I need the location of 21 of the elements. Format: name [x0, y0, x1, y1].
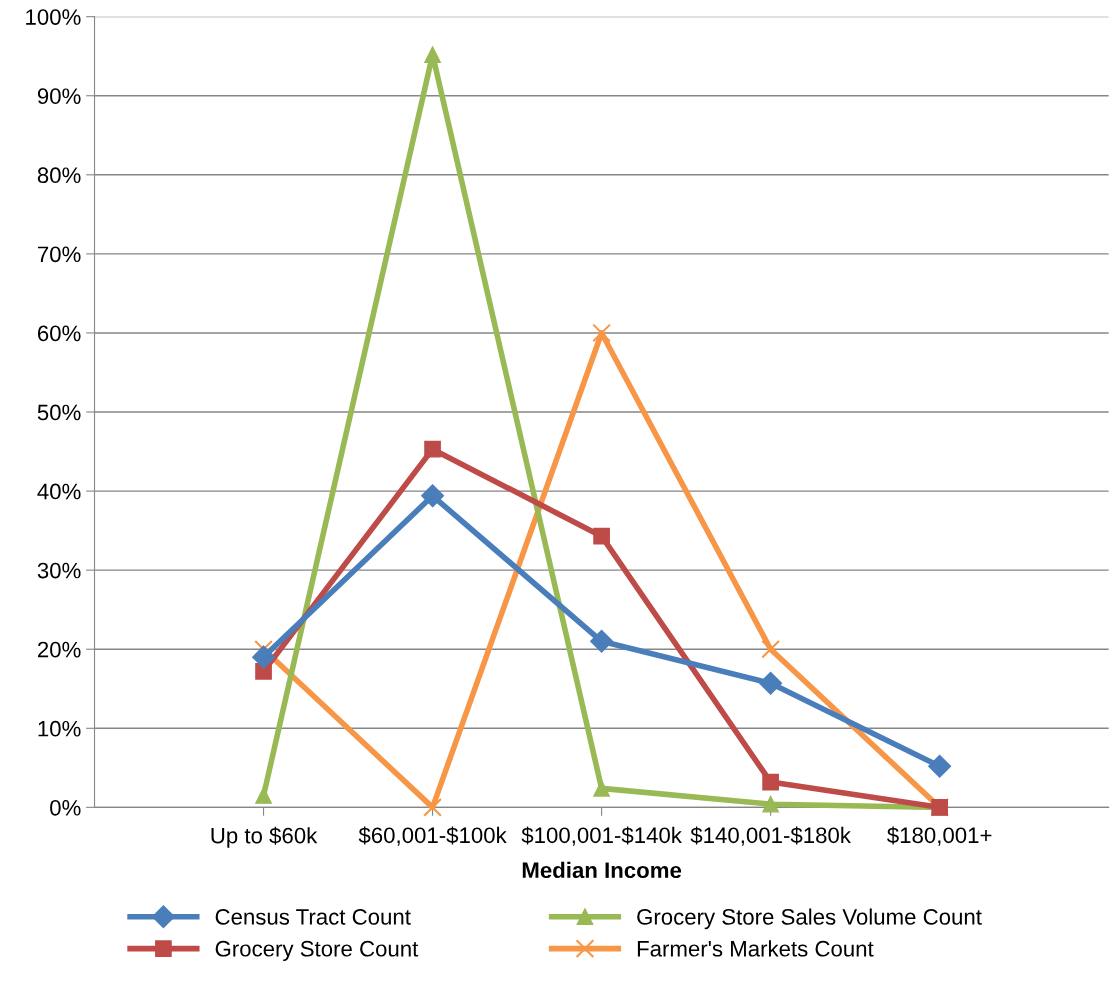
y-tick-label: 60%: [37, 325, 81, 342]
legend-label: Census Tract Count: [215, 909, 411, 925]
y-tick-label: 0%: [50, 799, 81, 816]
x-tick-label: $100,001-$140k: [521, 826, 682, 846]
legend-label: Grocery Store Sales Volume Count: [637, 908, 982, 930]
x-tick-label: $180,001+: [887, 826, 992, 846]
y-tick-label: 100%: [26, 9, 81, 25]
x-tick-label: $60,001-$100k: [358, 826, 507, 846]
legend-label: Grocery Store Count: [215, 940, 419, 961]
y-tick-label: 30%: [37, 562, 81, 579]
legend-label: Farmer's Markets Count: [637, 940, 874, 957]
x-tick-label: $140,001-$180k: [690, 826, 851, 846]
y-tick-label: 10%: [38, 720, 81, 737]
x-tick-label: Up to $60k: [211, 826, 318, 848]
x-axis-title: Median Income: [522, 861, 682, 879]
y-tick-label: 90%: [37, 88, 81, 105]
y-tick-label: 70%: [37, 246, 81, 263]
y-tick-label: 50%: [37, 404, 81, 421]
y-tick-label: 40%: [37, 483, 81, 500]
y-tick-label: 80%: [37, 167, 81, 184]
y-tick-label: 20%: [37, 641, 81, 658]
